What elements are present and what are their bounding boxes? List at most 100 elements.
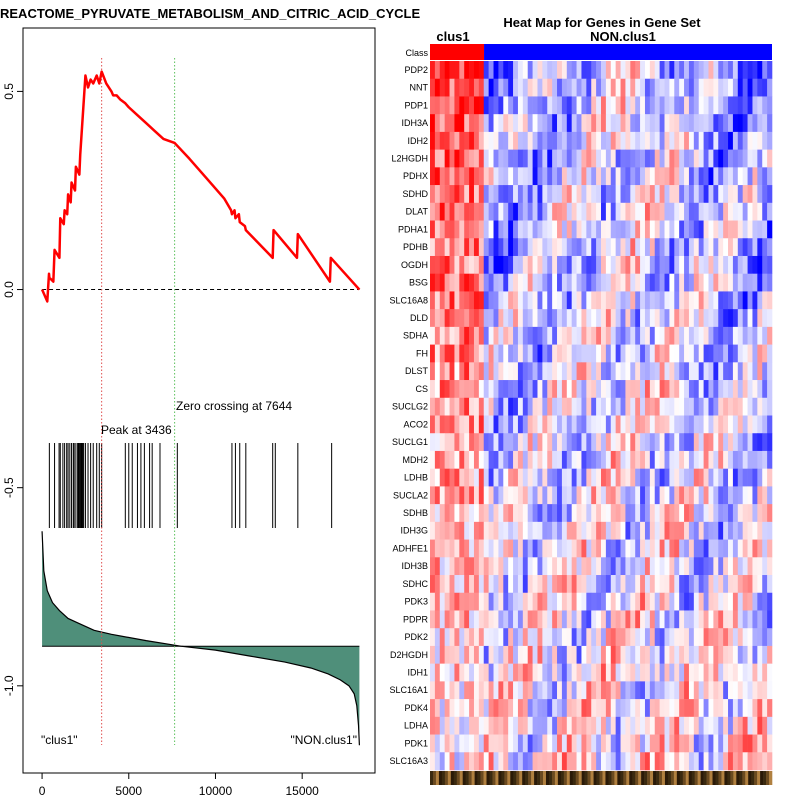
heatmap-cell — [430, 752, 436, 771]
heatmap-cell — [605, 557, 612, 576]
heatmap-cell — [552, 433, 558, 452]
heatmap-cells — [430, 61, 773, 771]
heatmap-cell — [688, 752, 695, 771]
heatmap-cell — [601, 539, 607, 558]
heatmap-cell — [708, 486, 714, 505]
heatmap-cell — [630, 78, 636, 97]
heatmap-cell — [566, 663, 572, 682]
heatmap-cell — [464, 450, 470, 469]
x-tick-label: 15000 — [285, 784, 319, 798]
heatmap-cell — [747, 504, 753, 523]
footer-stripe — [444, 771, 449, 785]
heatmap-cell — [674, 681, 680, 700]
heatmap-cell — [615, 699, 621, 718]
heatmap-cell — [488, 504, 494, 523]
heatmap-cell — [542, 716, 548, 735]
heatmap-cell — [664, 149, 670, 168]
footer-stripe — [736, 771, 740, 785]
heatmap-cell — [444, 628, 450, 647]
heatmap-cell — [762, 433, 768, 452]
heatmap-cell — [728, 114, 734, 133]
heatmap-cell — [693, 610, 700, 629]
heatmap-cell — [464, 575, 470, 594]
heatmap-cell — [698, 628, 704, 647]
heatmap-cell — [552, 273, 558, 292]
heatmap-cell — [498, 167, 504, 186]
class-segment — [430, 44, 485, 60]
gene-label: OGDH — [401, 260, 428, 270]
heatmap-cell — [469, 504, 475, 523]
heatmap-cell — [708, 149, 714, 168]
heatmap-cell — [566, 291, 572, 310]
heatmap-cell — [659, 273, 665, 292]
heatmap-cell — [654, 592, 660, 611]
heatmap-cell — [552, 752, 558, 771]
heatmap-cell — [610, 131, 616, 150]
heatmap-cell — [542, 628, 548, 647]
heatmap-cell — [522, 255, 529, 274]
footer-stripe — [450, 771, 455, 785]
heatmap-cell — [454, 450, 460, 469]
heatmap-cell — [640, 645, 646, 664]
heatmap-cell — [532, 78, 538, 97]
heatmap-cell — [561, 326, 568, 345]
heatmap-cell — [698, 273, 704, 292]
footer-stripe — [697, 771, 701, 785]
heatmap-cell — [728, 610, 734, 629]
heatmap-cell — [571, 486, 577, 505]
heatmap-cell — [747, 61, 753, 80]
heatmap-cell — [483, 592, 489, 611]
right-phenotype-label: "NON.clus1" — [290, 733, 357, 747]
heatmap-cell — [708, 238, 714, 257]
heatmap-cell — [767, 575, 773, 594]
heatmap-cell — [557, 592, 563, 611]
heatmap-cell — [454, 557, 460, 576]
heatmap-cell — [547, 610, 553, 629]
heatmap-cell — [649, 486, 656, 505]
heatmap-cell — [684, 645, 690, 664]
heatmap-cell — [703, 149, 709, 168]
heatmap-cell — [473, 504, 480, 523]
heatmap-cell — [434, 557, 441, 576]
heatmap-cell — [517, 752, 524, 771]
heatmap-cell — [464, 468, 470, 487]
heatmap-cell — [630, 220, 636, 239]
heatmap-cell — [610, 397, 616, 416]
heatmap-cell — [752, 521, 758, 540]
heatmap-cell — [459, 220, 465, 239]
heatmap-cell — [723, 220, 729, 239]
heatmap-cell — [444, 149, 450, 168]
gene-label: BSG — [409, 278, 428, 288]
heatmap-cell — [757, 220, 763, 239]
heatmap-cell — [659, 309, 665, 328]
heatmap-cell — [679, 149, 685, 168]
footer-stripe — [483, 771, 487, 785]
heatmap-cell — [679, 96, 685, 115]
footer-stripe — [462, 771, 466, 785]
heatmap-cell — [527, 220, 533, 239]
heatmap-cell — [732, 131, 739, 150]
heatmap-cell — [649, 557, 656, 576]
heatmap-cell — [679, 220, 685, 239]
heatmap-cell — [517, 663, 524, 682]
footer-stripe — [703, 771, 707, 785]
heatmap-cell — [728, 663, 734, 682]
heatmap-cell — [732, 61, 739, 80]
heatmap-cell — [674, 610, 680, 629]
heatmap-cell — [605, 131, 612, 150]
heatmap-cell — [713, 539, 719, 558]
heatmap-cell — [737, 149, 743, 168]
heatmap-cell — [640, 504, 646, 523]
heatmap-cell — [542, 468, 548, 487]
heatmap-cell — [449, 273, 455, 292]
heatmap-cell — [498, 752, 504, 771]
heatmap-cell — [674, 397, 680, 416]
heatmap-cell — [640, 238, 646, 257]
heatmap-cell — [493, 326, 499, 345]
gene-label: DLD — [410, 313, 429, 323]
heatmap-cell — [488, 255, 494, 274]
heatmap-cell — [508, 149, 514, 168]
heatmap-cell — [478, 539, 485, 558]
footer-stripe — [456, 771, 461, 785]
heatmap-cell — [503, 415, 509, 434]
